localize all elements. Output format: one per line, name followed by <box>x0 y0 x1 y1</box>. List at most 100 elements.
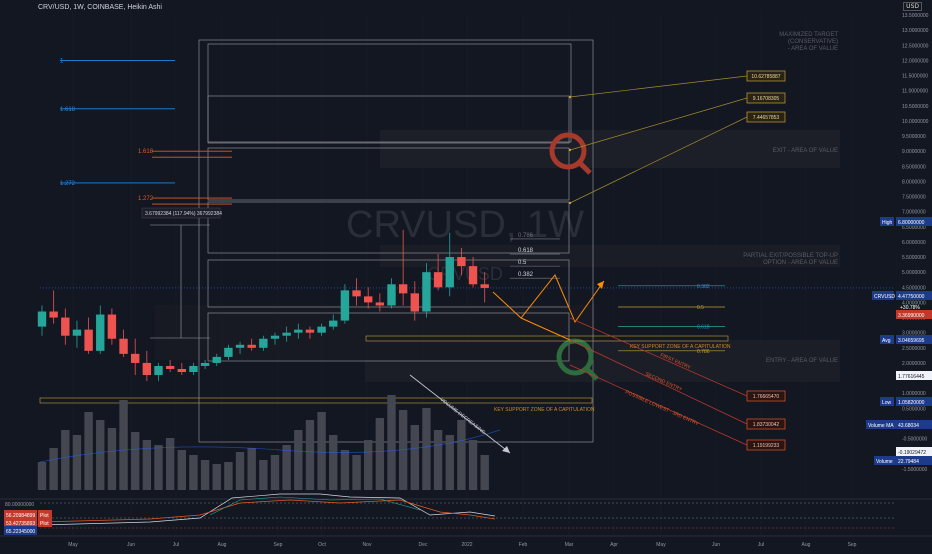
x-tick-label: Jun <box>127 542 135 548</box>
y-tick-label: 7.0000000 <box>902 210 926 216</box>
entry-line-3 <box>569 364 748 446</box>
y-tick-label: 12.0000000 <box>902 58 929 64</box>
rsi-line-red <box>39 499 496 523</box>
scale-avg-label-bg <box>880 335 894 344</box>
candle-body <box>177 368 186 373</box>
scale-volma-label: Volume MA <box>868 423 894 429</box>
volume-bar <box>200 460 210 490</box>
entry-label-third: POSSIBLE LOWEST - 3RD ENTRY <box>624 389 700 427</box>
candle-body <box>375 302 385 306</box>
scale-low-label: Low <box>882 400 892 406</box>
candle-body <box>422 272 431 312</box>
key-support-label-upper: KEY SUPPORT ZONE OF A CAPITULATION <box>630 344 731 350</box>
rsi-label-2-plot: Plot <box>40 521 49 527</box>
volume-bar <box>37 462 47 490</box>
volume-bar <box>375 418 385 490</box>
candle-body <box>84 329 93 351</box>
zone-box <box>207 43 572 143</box>
projected-path <box>492 274 605 324</box>
volume-arrow <box>409 374 511 454</box>
volume-bar <box>422 408 431 490</box>
entry-line-1 <box>569 317 748 397</box>
fib-right-label: 0.786 <box>697 349 710 355</box>
scale-low-label-bg <box>880 397 894 406</box>
candle-body <box>107 314 117 339</box>
scale-mid-value: 1.77616445 <box>898 374 925 380</box>
rsi-label-3: 65.22345000 <box>6 529 35 535</box>
candle-body <box>329 320 338 327</box>
scale-symbol-label: CRVUSD <box>874 294 895 300</box>
y-tick-label: 13.5000000 <box>902 13 929 19</box>
fib-mid-label: 0.618 <box>518 248 534 254</box>
candle-body <box>224 347 233 357</box>
volume-bar <box>317 412 326 490</box>
y-tick-label: 10.0000000 <box>902 119 929 125</box>
volume-bar <box>142 440 152 490</box>
rsi-label-2-bg <box>4 518 37 527</box>
scale-vol-value: 22.79484 <box>898 459 919 465</box>
range-label: 3.67992384 (117.94%) 367992384 <box>145 211 222 217</box>
x-tick-label: Apr <box>610 542 618 548</box>
candle-body <box>445 257 454 288</box>
y-tick-label: 8.5000000 <box>902 164 926 170</box>
scale-price-bg <box>896 291 932 300</box>
y-tick-label: 6.5000000 <box>902 225 926 231</box>
fib-right-label: 0.5 <box>697 305 704 311</box>
volume-bar <box>189 455 198 490</box>
fib-left-blue-label: 1 <box>60 58 64 64</box>
y-tick-label: 4.0000000 <box>902 300 926 306</box>
candle-body <box>212 356 221 363</box>
rsi-label-2: 53.42735893 <box>6 521 35 527</box>
x-tick-label: Sep <box>848 542 857 548</box>
rsi-label-1-plot-bg <box>38 510 52 519</box>
volume-bar <box>364 440 373 490</box>
candle-body <box>282 332 291 336</box>
x-tick-label: May <box>68 542 78 548</box>
zone-box <box>207 95 570 144</box>
scale-high-label: High <box>882 220 893 226</box>
fib-right-label: 0.618 <box>697 325 710 331</box>
target-value: 7.44657853 <box>753 115 780 121</box>
zone-box <box>207 201 570 254</box>
candle-body <box>119 338 128 354</box>
candle-body <box>364 296 373 303</box>
chart-title: CRV/USD, 1W, COINBASE, Heikin Ashi <box>38 4 162 11</box>
candle-body <box>259 338 268 348</box>
fib-left-red-label: 1.272 <box>138 196 154 202</box>
x-tick-label: 2022 <box>461 542 472 548</box>
volume-bar <box>305 420 315 490</box>
projected-down-line <box>520 317 571 341</box>
zone-box <box>207 259 570 308</box>
zone-label-partial: PARTIAL EXIT/POSSIBLE TOP-UP <box>743 253 838 259</box>
y-tick-label: 11.0000000 <box>902 89 928 95</box>
candle-body <box>352 290 361 297</box>
target-value: 9.16708305 <box>753 96 780 102</box>
y-tick-label: 1.0000000 <box>902 391 926 397</box>
candle-body <box>317 326 326 333</box>
key-support-box-lower <box>39 397 593 404</box>
candle-body <box>270 335 280 339</box>
zone-label-exit: EXIT - AREA OF VALUE <box>773 148 838 154</box>
partial-exit-zone-band <box>380 245 840 267</box>
volume-bar <box>72 435 82 490</box>
volume-bar <box>352 455 361 490</box>
rsi-line-green <box>209 496 421 516</box>
candle-body <box>131 353 140 363</box>
fib-left-blue-label: 1.272 <box>60 181 76 187</box>
currency-tag[interactable]: USD <box>903 2 922 11</box>
y-tick-label: 9.5000000 <box>902 134 926 140</box>
target-line-1 <box>569 75 748 98</box>
scale-avg-label: Avg <box>882 338 891 344</box>
scale-high-label-bg <box>880 217 894 226</box>
volume-bar <box>247 448 256 490</box>
x-tick-label: Jul <box>758 542 764 548</box>
range-label-box <box>141 207 221 219</box>
volume-bar <box>445 435 454 490</box>
candle-body <box>37 311 47 327</box>
key-support-box-upper <box>365 335 729 342</box>
fib-right-label: 0.382 <box>697 284 710 290</box>
target-line-2 <box>569 97 748 151</box>
candle-body <box>457 257 466 267</box>
